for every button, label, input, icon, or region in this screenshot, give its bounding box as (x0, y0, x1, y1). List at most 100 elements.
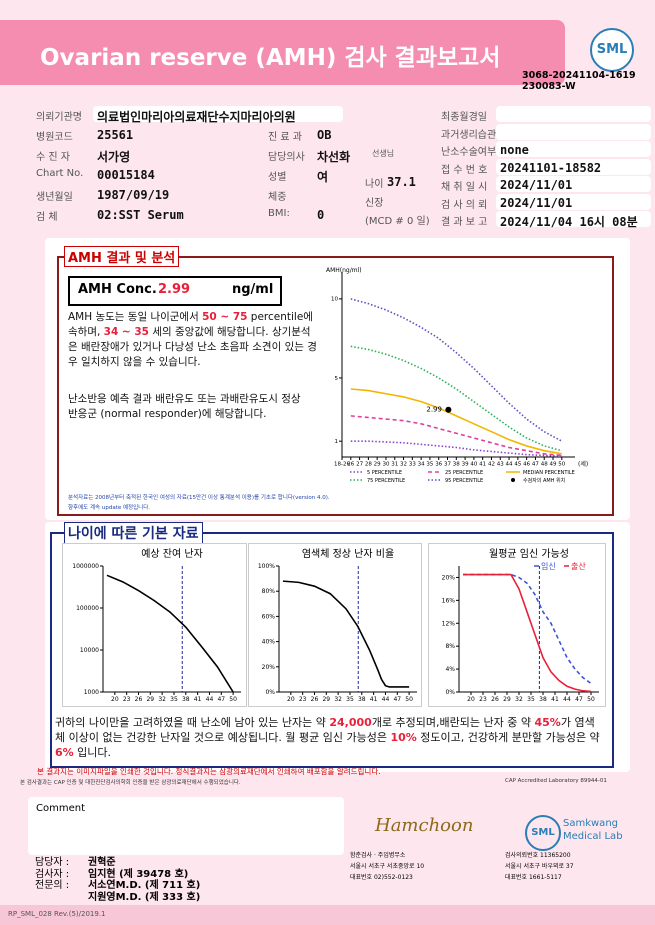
sml-name: Medical Lab (563, 831, 623, 842)
comment-box (28, 797, 344, 855)
x-tick-label: 32 (158, 696, 166, 703)
x-tick-label: 31 (391, 462, 398, 468)
staff-label: 전문의 : (35, 880, 70, 891)
staff-label: 담당자 : (35, 857, 70, 868)
field-label: 접 수 번 호 (441, 164, 488, 176)
x-tick-label: 20 (467, 696, 475, 703)
report-code: 3068-20241104-1619 (522, 70, 636, 81)
field-label: 채 취 일 시 (441, 182, 488, 193)
eggs-chart: 1000 10000 100000 1000000 20 23 26 29 32 35 38 41 44… (62, 543, 247, 707)
x-tick-label: 26 (135, 696, 143, 703)
amh-paragraph: AMH 농도는 동일 나이군에서 50 ~ 75 percentile에 속하며… (68, 310, 318, 370)
hamchoon-info: 대표번호 02)552-0123 (350, 874, 413, 881)
x-tick-label: 34 (418, 462, 425, 468)
y-tick-label: 1 (335, 439, 339, 445)
x-tick-label: 33 (409, 462, 416, 468)
x-tick-label: 49 (550, 462, 557, 468)
field-value: 00015184 (97, 168, 155, 182)
value-box (496, 106, 651, 122)
x-tick-label: 50 (229, 696, 237, 703)
x-tick-label: 38 (182, 696, 190, 703)
field-value: 2024/11/01 (500, 195, 573, 210)
y-tick-label: 80% (262, 588, 276, 595)
field-label: 의뢰기관명 (36, 112, 82, 123)
x-tick-label: 26 (311, 696, 319, 703)
paragraph-segment: 45% (534, 716, 561, 729)
x-unit: (세) (578, 460, 588, 468)
y-tick-label: 1000000 (72, 563, 99, 570)
legend-label: 95 PERCENTILE (445, 478, 483, 484)
y-axis-label: AMH(ng/ml) (326, 267, 362, 274)
x-tick-label: 50 (405, 696, 413, 703)
field-value: 02:SST Serum (97, 208, 184, 222)
value-box (496, 141, 651, 157)
x-tick-label: 29 (322, 696, 330, 703)
value-box (496, 158, 651, 175)
field-label: Chart No. (36, 168, 84, 179)
field-label: 병원코드 (36, 132, 73, 143)
x-tick-label: 44 (382, 696, 390, 703)
field-value: 20241101-18582 (500, 160, 602, 175)
staff-value: 서소연M.D. (제 711 호) (88, 880, 201, 891)
paragraph-segment: 개로 추정되며,배란되는 난자 중 약 (371, 716, 535, 729)
conc-label: AMH Conc. (78, 282, 157, 297)
x-tick-label: 41 (370, 696, 378, 703)
paragraph-segment: 34 ~ 35 (103, 326, 149, 338)
conc-value: 2.99 (158, 282, 191, 297)
field-label: 난소수술여부 (441, 147, 497, 158)
x-tick-label: 23 (299, 696, 307, 703)
sml-name: Samkwang (563, 818, 618, 829)
field-value: OB (317, 128, 332, 142)
x-tick-label: 18-26 (334, 462, 350, 468)
x-tick-label: 44 (206, 696, 214, 703)
x-tick-label: 23 (479, 696, 487, 703)
field-label: 담당의사 (268, 152, 305, 163)
age-panel-border (50, 532, 614, 768)
comment-label: Comment (36, 803, 85, 814)
field-value: 차선화 (317, 150, 351, 164)
hamchoon-info: 서울시 서초구 서초중앙로 10 (350, 863, 425, 870)
sml-logo: SML (590, 28, 634, 72)
field-label: 성별 (268, 172, 287, 183)
y-tick-label: 4% (445, 666, 455, 673)
sml-info: 검사의뢰번호 11365200 (505, 852, 571, 859)
x-tick-label: 27 (356, 462, 363, 468)
paragraph-segment: 세의 중앙값에 해당합니다. 상기분석은 배란장애가 있거나 다낭성 난소 초음… (68, 326, 317, 368)
report-title: Ovarian reserve (AMH) 검사 결과보고서 (40, 45, 501, 71)
field-value: 37.1 (387, 175, 416, 189)
field-value: 1987/09/19 (97, 188, 170, 202)
y-tick-label: 5 (335, 376, 339, 382)
x-tick-label: 41 (551, 696, 559, 703)
paragraph-segment: 정도이고, 건강하게 분만할 가능성은 약 (416, 731, 600, 744)
pregnancy-chart: 0% 4% 8% 12% 16% 20% 20 23 26 29 32 35 38 41 44 47 50 월평균… (428, 543, 606, 707)
amh-note: 분석자료는 2008년부터 축적된 한국인 여성의 자료(15만건 이상 통계분… (68, 495, 330, 501)
amh-note: 향후에도 계속 update 예정입니다. (68, 505, 151, 511)
field-label: 수 진 자 (36, 152, 70, 163)
staff-value: 임지현 (제 39478 호) (88, 868, 189, 880)
field-suffix: 선생님 (372, 149, 395, 158)
patient-point (445, 406, 452, 413)
value-box (496, 193, 651, 210)
x-tick-label: 38 (358, 696, 366, 703)
series-line (106, 574, 234, 693)
paragraph-segment: 24,000 (329, 716, 372, 729)
x-tick-label: 32 (400, 462, 407, 468)
point-label: 2.99 (426, 406, 442, 414)
x-tick-label: 26 (491, 696, 499, 703)
x-tick-label: 20 (111, 696, 119, 703)
field-label: (MCD # 0 일) (365, 216, 430, 227)
x-tick-label: 47 (575, 696, 583, 703)
x-tick-label: 35 (346, 696, 354, 703)
field-label: 진 료 과 (268, 132, 302, 143)
age-panel-bg (45, 522, 630, 772)
x-tick-label: 35 (527, 696, 535, 703)
legend-point (511, 478, 515, 482)
amh-section-title: AMH 결과 및 분석 (64, 246, 180, 267)
y-tick-label: 0% (265, 689, 275, 696)
x-tick-label: 46 (523, 462, 530, 468)
series-line (463, 573, 592, 693)
x-tick-label: 41 (479, 462, 486, 468)
conc-box (68, 276, 282, 306)
